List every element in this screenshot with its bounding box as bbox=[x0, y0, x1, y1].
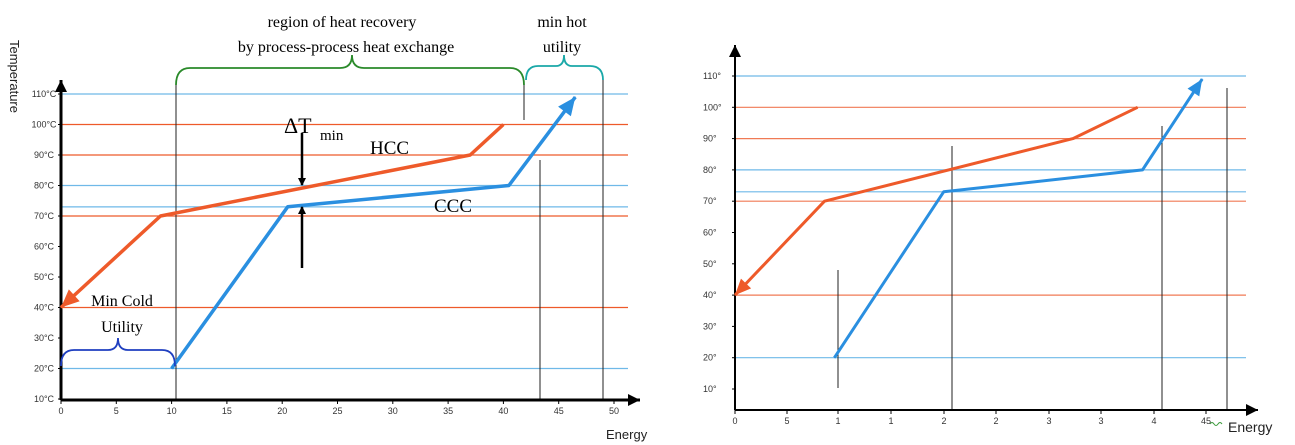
y-tick-label: 90°C bbox=[34, 150, 55, 160]
temperature-lines bbox=[61, 93, 628, 370]
y-tick-label: 30°C bbox=[34, 333, 55, 343]
y-tick-label: 100°C bbox=[31, 120, 57, 130]
hcc-label: HCC bbox=[370, 138, 409, 159]
x-tick-label: 1 bbox=[835, 416, 840, 426]
min-cold-label-line1: Min Cold bbox=[91, 293, 153, 310]
x-tick-label: 35 bbox=[443, 406, 453, 416]
delta-t-subscript: min bbox=[320, 128, 344, 144]
ccc-label: CCC bbox=[434, 196, 472, 217]
vertical-guides bbox=[175, 80, 604, 400]
y-tick-label: 30° bbox=[703, 321, 717, 331]
curve-vertex bbox=[1142, 169, 1144, 171]
chart-right: 10° 20° 30° 40° 50° 60° 70° 80° 90° 100° 110° 0 5 1 1… bbox=[703, 45, 1272, 435]
heat-recovery-label-line2: by process-process heat exchange bbox=[238, 39, 454, 56]
y-tick-label: 20°C bbox=[34, 364, 55, 374]
axes bbox=[55, 80, 640, 406]
chart-left: 10°C 20°C 30°C 40°C 50°C 60°C 70°C 80°C 90°C 100°… bbox=[7, 14, 648, 442]
axes bbox=[729, 45, 1258, 416]
y-tick-label: 70° bbox=[703, 196, 717, 206]
y-tick-label: 80°C bbox=[34, 181, 55, 191]
series bbox=[59, 96, 577, 370]
curve-vertex bbox=[171, 368, 173, 369]
x-axis-arrowhead bbox=[1246, 404, 1258, 416]
min-cold-label-line2: Utility bbox=[101, 319, 143, 336]
curve-vertex bbox=[502, 124, 504, 125]
x-tick-label: 50 bbox=[609, 406, 619, 416]
series bbox=[733, 78, 1204, 359]
x-axis-arrowhead bbox=[628, 394, 640, 406]
curve-vertex bbox=[943, 191, 945, 193]
y-tick-label: 40° bbox=[703, 290, 717, 300]
x-tick-labels: 0 5 1 1 2 2 3 3 4 45 bbox=[732, 410, 1211, 426]
y-tick-label: 10°C bbox=[34, 394, 55, 404]
min-hot-label-line1: min hot bbox=[537, 14, 587, 31]
x-tick-label: 10 bbox=[167, 406, 177, 416]
x-tick-label: 40 bbox=[498, 406, 508, 416]
y-tick-label: 100° bbox=[703, 102, 722, 112]
y-axis-arrowhead bbox=[729, 45, 741, 57]
min-hot-label-line2: utility bbox=[543, 39, 581, 56]
delta-t-label: ΔT bbox=[284, 113, 312, 138]
x-tick-label: 45 bbox=[1201, 416, 1211, 426]
y-tick-label: 60°C bbox=[34, 242, 55, 252]
hot-composite-curve-arrowhead bbox=[61, 289, 80, 308]
x-tick-label: 0 bbox=[732, 416, 737, 426]
x-tick-label: 3 bbox=[1046, 416, 1051, 426]
hot-composite-curve bbox=[733, 105, 1139, 297]
x-tick-label: 5 bbox=[784, 416, 789, 426]
y-tick-labels: 10°C 20°C 30°C 40°C 50°C 60°C 70°C 80°C 90°C 100°… bbox=[31, 89, 61, 404]
y-tick-label: 40°C bbox=[34, 303, 55, 313]
y-tick-label: 20° bbox=[703, 353, 717, 363]
vertical-guides bbox=[837, 88, 1228, 410]
y-tick-label: 10° bbox=[703, 384, 717, 394]
x-tick-label: 2 bbox=[993, 416, 998, 426]
y-tick-label: 110° bbox=[703, 71, 721, 81]
y-tick-label: 70°C bbox=[34, 211, 55, 221]
cold-composite-curve-arrowhead bbox=[1187, 79, 1203, 97]
x-tick-label: 4 bbox=[1151, 416, 1156, 426]
x-tick-labels: 0 5 10 15 20 25 30 35 40 45 50 bbox=[58, 400, 619, 416]
heat-recovery-brace bbox=[175, 54, 525, 86]
y-tick-labels: 10° 20° 30° 40° 50° 60° 70° 80° 90° 100° 110° bbox=[703, 71, 735, 394]
y-tick-label: 50° bbox=[703, 259, 717, 269]
x-tick-label: 3 bbox=[1098, 416, 1103, 426]
curve-vertex bbox=[469, 154, 471, 156]
y-tick-label: 110°C bbox=[32, 89, 57, 99]
curve-vertex bbox=[287, 206, 289, 208]
temperature-lines bbox=[735, 75, 1246, 359]
min-hot-brace bbox=[525, 54, 604, 81]
x-tick-label: 2 bbox=[941, 416, 946, 426]
y-axis-title: Temperature bbox=[7, 40, 22, 113]
curve-vertex bbox=[1137, 106, 1139, 108]
min-cold-brace bbox=[60, 337, 176, 367]
curve-vertex bbox=[833, 357, 835, 359]
y-tick-label: 90° bbox=[703, 134, 717, 144]
curve-vertex bbox=[160, 215, 162, 217]
y-tick-label: 50°C bbox=[34, 272, 55, 282]
y-tick-label: 60° bbox=[703, 228, 717, 238]
squiggle-mark bbox=[1209, 422, 1223, 426]
x-tick-label: 15 bbox=[222, 406, 232, 416]
x-axis-title: Energy bbox=[1228, 419, 1272, 435]
x-tick-label: 5 bbox=[114, 406, 119, 416]
cold-composite-curve bbox=[833, 78, 1204, 359]
hot-composite-curve-arrowhead bbox=[735, 278, 752, 296]
x-tick-label: 20 bbox=[277, 406, 287, 416]
x-tick-label: 30 bbox=[388, 406, 398, 416]
cold-composite-curve bbox=[170, 96, 577, 370]
curve-vertex bbox=[1072, 138, 1074, 140]
cold-composite-curve-arrowhead bbox=[558, 97, 576, 117]
x-tick-label: 25 bbox=[332, 406, 342, 416]
heat-recovery-label-line1: region of heat recovery bbox=[268, 14, 417, 31]
y-axis-arrowhead bbox=[55, 80, 67, 92]
hot-composite-curve bbox=[59, 123, 505, 309]
x-tick-label: 1 bbox=[888, 416, 893, 426]
curve-vertex bbox=[508, 185, 510, 186]
y-tick-label: 80° bbox=[703, 165, 717, 175]
x-tick-label: 0 bbox=[58, 406, 63, 416]
x-tick-label: 45 bbox=[554, 406, 564, 416]
x-axis-title: Energy bbox=[606, 427, 648, 442]
curve-vertex bbox=[823, 200, 825, 202]
